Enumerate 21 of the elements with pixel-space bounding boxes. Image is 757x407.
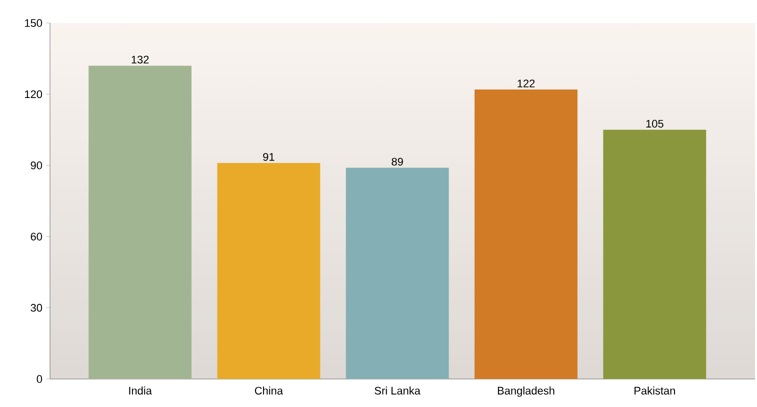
x-tick-label: Sri Lanka: [374, 386, 420, 395]
bar: [603, 130, 706, 379]
y-tick-label: 150: [25, 19, 42, 27]
bar: [217, 163, 320, 379]
x-tick-label: India: [129, 386, 152, 395]
y-tick-label: 120: [25, 90, 42, 98]
y-tick-label: 0: [36, 375, 42, 383]
data-label: 132: [132, 56, 149, 64]
y-tick-label: 60: [30, 232, 42, 240]
bar: [474, 89, 578, 379]
data-label: 122: [518, 80, 535, 88]
x-tick-label: Bangladesh: [498, 386, 554, 397]
x-tick-label: China: [254, 386, 284, 395]
data-label: 89: [392, 158, 403, 166]
y-tick-label: 90: [30, 162, 42, 170]
data-label: 105: [646, 120, 664, 128]
data-label: 91: [263, 153, 274, 161]
bar: [88, 66, 192, 379]
bar: [346, 168, 449, 379]
x-tick-label: Pakistan: [634, 386, 675, 395]
y-tick-label: 30: [30, 304, 42, 312]
